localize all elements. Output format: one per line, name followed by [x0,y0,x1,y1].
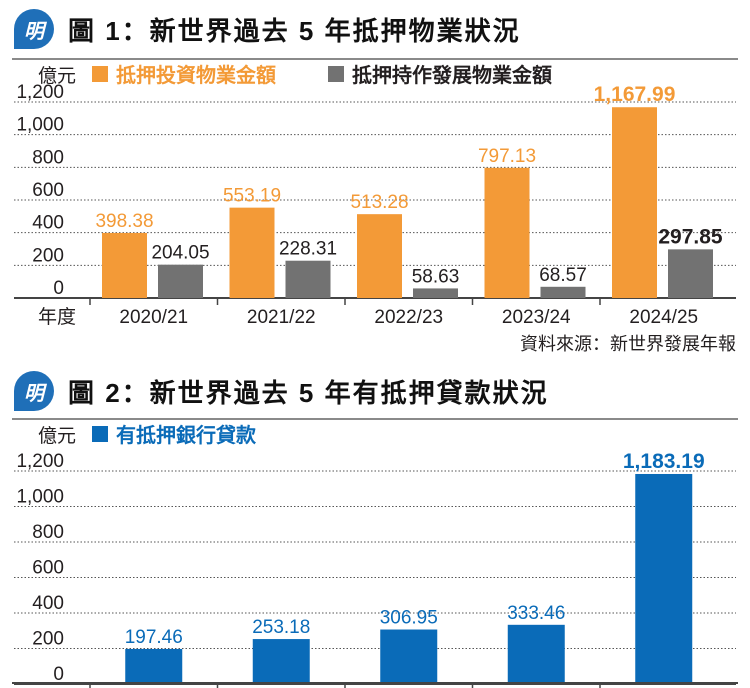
x-tick-label-2024/25: 2024/25 [629,307,698,328]
bar-0-2022/23 [380,629,438,684]
bar-0-2021/22 [229,207,275,298]
chart-2-title: 圖 2：新世界過去 5 年有抵押貸款狀況 [68,377,549,408]
data-label-0-2024/25: 1,183.19 [623,450,705,473]
x-tick-label-2022/23: 2022/23 [374,307,443,328]
y-axis-unit-label: 億元 [38,425,76,447]
y-tick-label-400: 400 [32,213,64,234]
x-axis-label: 年度 [38,306,76,328]
bar-1-2022/23 [413,288,458,298]
bar-1-2023/24 [540,286,586,298]
data-label-1-2024/25: 297.85 [658,225,723,248]
data-label-0-2020/21: 398.38 [95,211,153,232]
data-label-0-2023/24: 333.46 [507,603,565,624]
data-label-0-2023/24: 797.13 [478,146,536,167]
data-label-0-2021/22: 553.19 [223,186,281,207]
legend-swatch-0 [92,426,108,442]
data-label-1-2023/24: 68.57 [539,265,587,286]
chart-2-header: 明 圖 2：新世界過去 5 年有抵押貸款狀況 [14,366,549,416]
x-tick-label-2023/24: 2023/24 [502,307,571,328]
data-label-0-2021/22: 253.18 [252,617,310,638]
ming-pao-logo-icon: 明 [14,9,54,49]
legend-swatch-0 [92,66,108,82]
bar-0-2020/21 [125,648,183,684]
y-axis-unit-label: 億元 [38,65,76,87]
y-tick-label-400: 400 [32,593,64,614]
y-tick-label-0: 0 [53,664,64,685]
title-divider [12,418,738,420]
legend-label-1: 抵押持作發展物業金額 [352,63,552,87]
y-tick-label-200: 200 [32,629,64,650]
data-label-1-2021/22: 228.31 [279,239,337,260]
y-tick-label-1200: 1,200 [16,82,64,103]
data-label-0-2022/23: 306.95 [380,608,438,629]
chart-1-header: 明 圖 1：新世界過去 5 年抵押物業狀況 [14,4,521,54]
data-label-0-2022/23: 513.28 [350,192,408,213]
legend-swatch-1 [328,66,344,82]
y-tick-label-1000: 1,000 [16,115,64,136]
bar-0-2023/24 [484,167,530,298]
data-label-0-2020/21: 197.46 [125,627,183,648]
x-tick-label-2021/22: 2021/22 [247,307,316,328]
bar-1-2021/22 [285,260,331,298]
chart-1-svg: 億元 抵押投資物業金額 抵押持作發展物業金額 0 200 400 600 800 1,000 1,… [14,63,736,354]
legend-label-0: 有抵押銀行貸款 [116,423,257,447]
bar-0-2024/25 [612,107,657,298]
data-label-0-2024/25: 1,167.99 [594,83,676,106]
bottom-divider [12,682,738,684]
title-divider [12,58,738,60]
chart-panel-1: 明 圖 1：新世界過去 5 年抵押物業狀況 億元 抵押投資物業金額 抵押持作發展物業… [12,4,738,354]
y-tick-label-800: 800 [32,147,64,168]
bar-0-2020/21 [102,232,147,298]
ming-pao-logo-icon: 明 [14,371,54,411]
data-label-1-2022/23: 58.63 [412,266,460,287]
y-tick-label-600: 600 [32,558,64,579]
chart-2-svg: 億元有抵押銀行貸款02004006008001,0001,200年度2020/2… [14,423,736,688]
y-tick-label-0: 0 [53,278,64,299]
bar-0-2022/23 [357,214,402,298]
y-tick-label-1000: 1,000 [16,487,64,508]
legend-label-0: 抵押投資物業金額 [116,63,276,87]
bar-0-2021/22 [252,639,310,684]
bar-0-2023/24 [507,624,565,684]
source-note: 資料來源：新世界發展年報 [520,334,736,354]
y-tick-label-600: 600 [32,180,64,201]
bar-1-2020/21 [158,264,203,298]
y-tick-label-1200: 1,200 [16,451,64,472]
chart-1-title: 圖 1：新世界過去 5 年抵押物業狀況 [68,15,521,46]
x-tick-label-2020/21: 2020/21 [119,307,188,328]
y-tick-label-800: 800 [32,522,64,543]
chart-panel-2: 明 圖 2：新世界過去 5 年有抵押貸款狀況 億元 有抵押銀行貸款 0 200 400 6… [0,360,750,688]
bar-1-2024/25 [668,249,713,298]
bar-0-2024/25 [635,473,693,684]
data-label-1-2020/21: 204.05 [151,243,209,264]
y-tick-label-200: 200 [32,245,64,266]
